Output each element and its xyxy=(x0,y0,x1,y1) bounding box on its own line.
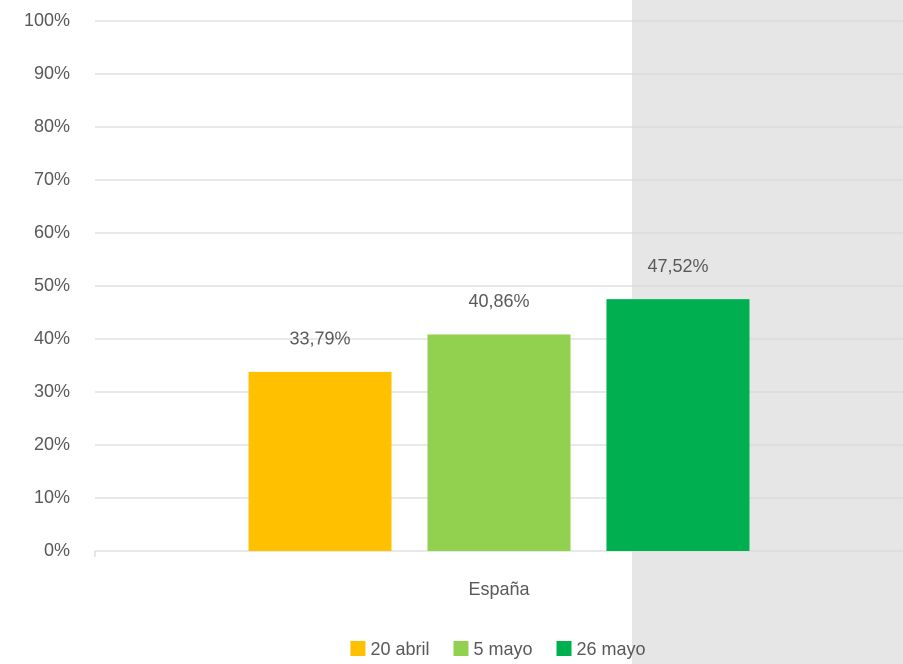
x-tick-label: España xyxy=(468,579,530,599)
y-tick-label: 100% xyxy=(24,10,70,30)
y-tick-label: 60% xyxy=(34,222,70,242)
y-tick-label: 0% xyxy=(44,540,70,560)
y-tick-label: 80% xyxy=(34,116,70,136)
y-tick-label: 30% xyxy=(34,381,70,401)
y-tick-label: 40% xyxy=(34,328,70,348)
legend-swatch xyxy=(557,641,572,656)
y-tick-label: 50% xyxy=(34,275,70,295)
y-tick-label: 10% xyxy=(34,487,70,507)
legend-label: 20 abril xyxy=(370,639,429,659)
bar xyxy=(427,334,570,551)
bar xyxy=(249,372,392,551)
data-label: 33,79% xyxy=(289,329,350,349)
legend-label: 5 mayo xyxy=(473,639,532,659)
y-tick-label: 70% xyxy=(34,169,70,189)
y-tick-label: 20% xyxy=(34,434,70,454)
data-label: 40,86% xyxy=(468,291,529,311)
data-label: 47,52% xyxy=(647,256,708,276)
legend-label: 26 mayo xyxy=(577,639,646,659)
legend-swatch xyxy=(350,641,365,656)
bar xyxy=(606,299,749,551)
chart: 0% 10% 20% 30% 40% 50% 60% 70% 80% 90% 100% España 3… xyxy=(0,0,903,664)
legend-swatch xyxy=(453,641,468,656)
y-tick-label: 90% xyxy=(34,63,70,83)
